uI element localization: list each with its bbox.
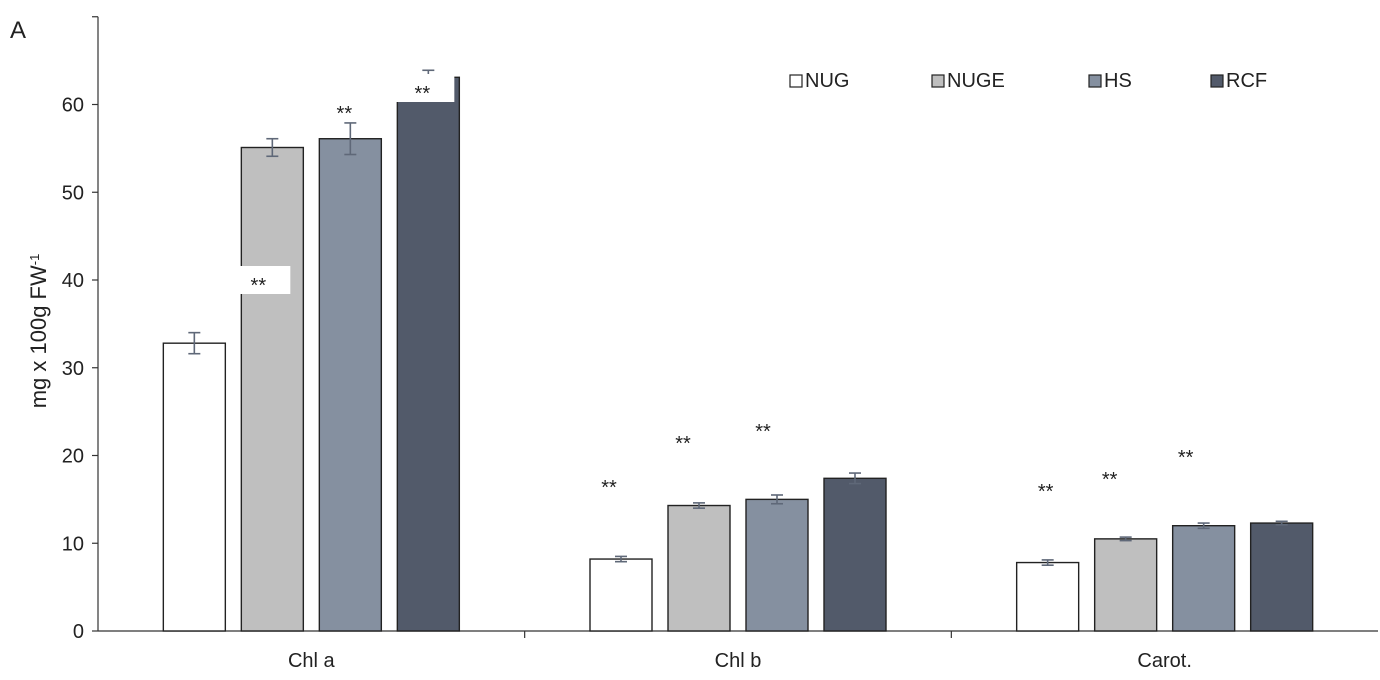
y-axis-label-text: mg x 100g FW xyxy=(26,265,51,408)
bar-nuge-2 xyxy=(1093,538,1158,632)
category-label: Chl b xyxy=(715,650,762,672)
category-label: Carot. xyxy=(1137,650,1191,672)
significance-marker: ** xyxy=(1178,447,1194,469)
bar-nug-1 xyxy=(589,558,653,632)
legend-swatch-nuge xyxy=(931,74,945,88)
bar-rcf-1 xyxy=(823,477,887,632)
y-axis-label: mg x 100g FW-1 xyxy=(26,254,51,409)
significance-marker: ** xyxy=(337,103,353,125)
y-tick-label: 60 xyxy=(62,95,84,117)
y-tick-label: 30 xyxy=(62,358,84,380)
legend-label-nug: NUG xyxy=(805,70,849,92)
legend-label-hs: HS xyxy=(1104,70,1132,92)
significance-mask xyxy=(218,266,291,294)
legend-label-nuge: NUGE xyxy=(947,70,1005,92)
bar-hs-2 xyxy=(1171,525,1236,632)
bar-nug-0 xyxy=(162,342,227,632)
significance-marker: ** xyxy=(1038,481,1054,503)
legend-swatch-hs xyxy=(1088,74,1102,88)
significance-marker: ** xyxy=(755,421,771,443)
significance-marker: ** xyxy=(601,477,617,499)
bar-nuge-1 xyxy=(667,504,731,632)
legend-label-rcf: RCF xyxy=(1226,70,1267,92)
significance-marker: ** xyxy=(1102,469,1118,491)
significance-marker: ** xyxy=(415,83,431,105)
legend-swatch-nug xyxy=(789,74,803,88)
significance-mask xyxy=(382,74,455,102)
category-label: Chl a xyxy=(288,650,336,672)
bar-rcf-0 xyxy=(396,76,461,632)
significance-marker: ** xyxy=(251,275,267,297)
y-axis-label-superscript: -1 xyxy=(27,254,42,266)
bar-nuge-0 xyxy=(240,146,305,632)
y-tick-label: 50 xyxy=(62,182,84,204)
legend-swatch-rcf xyxy=(1210,74,1224,88)
bar-nug-2 xyxy=(1015,561,1080,632)
y-tick-label: 40 xyxy=(62,270,84,292)
significance-marker: ** xyxy=(675,433,691,455)
bar-rcf-2 xyxy=(1249,522,1314,632)
y-tick-label: 0 xyxy=(73,621,84,643)
y-tick-label: 10 xyxy=(62,533,84,555)
bar-hs-0 xyxy=(318,138,383,632)
y-tick-label: 20 xyxy=(62,446,84,468)
panel-label: A xyxy=(10,17,26,44)
bar-hs-1 xyxy=(745,498,809,632)
